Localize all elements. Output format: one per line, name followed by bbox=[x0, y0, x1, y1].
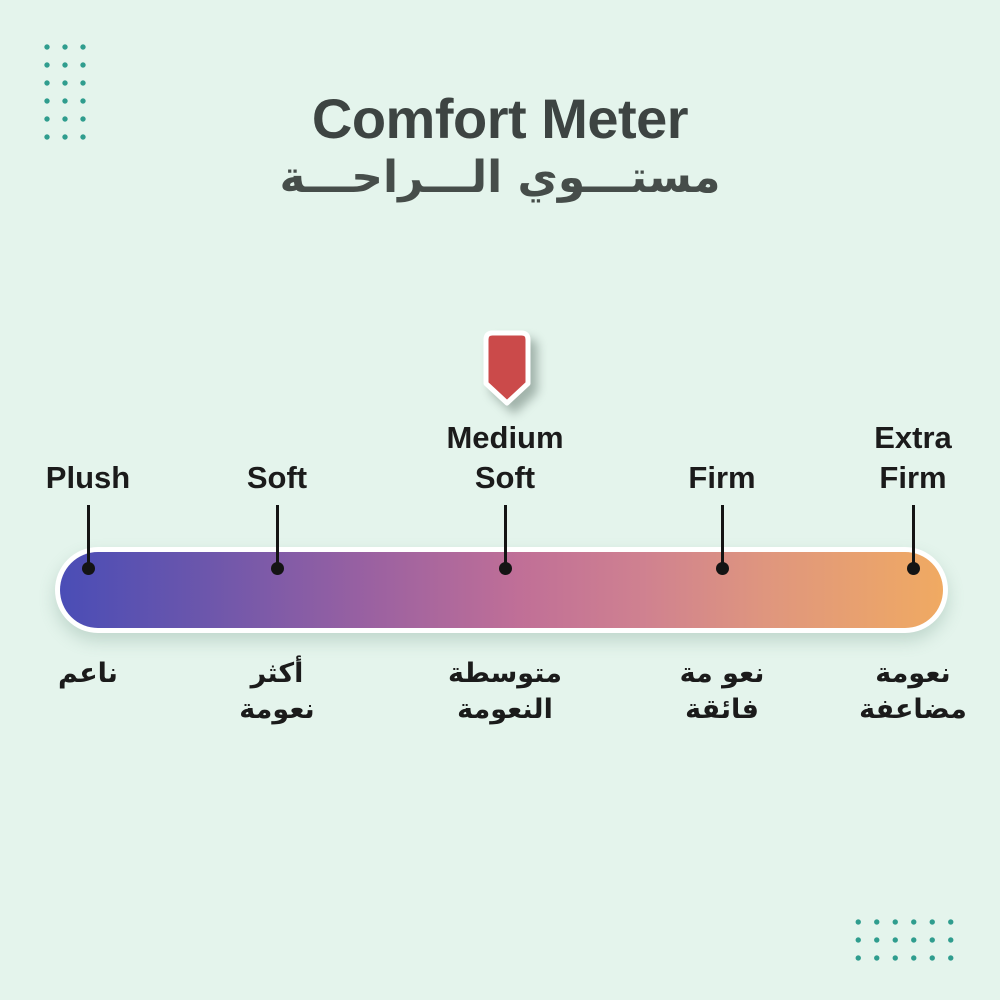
tick-line bbox=[275, 505, 279, 569]
tick-line bbox=[503, 505, 507, 569]
comfort-gradient-bar bbox=[55, 547, 948, 633]
scale-label-ar: نعو مة فائقة bbox=[679, 658, 765, 725]
page-subtitle-arabic: مستـــوي الـــراحـــة bbox=[279, 152, 721, 203]
scale-label-ar: أكثر نعومة bbox=[239, 658, 315, 725]
scale-label-ar: نعومة مضاعفة bbox=[859, 658, 967, 725]
scale-label-en: Soft bbox=[246, 460, 308, 495]
tick-dot bbox=[906, 562, 920, 575]
tick-dot bbox=[81, 562, 95, 575]
dot-grid-bottom-right bbox=[849, 913, 960, 967]
tick-line bbox=[720, 505, 724, 569]
shield-pin-icon bbox=[479, 328, 535, 408]
tick-line bbox=[86, 505, 90, 569]
scale-label-en: Extra Firm bbox=[874, 420, 952, 495]
dot-grid-top-left bbox=[38, 38, 92, 146]
tick-dot bbox=[270, 562, 284, 575]
scale-label-en: Medium Soft bbox=[446, 420, 564, 495]
scale-label-ar: ناعم bbox=[58, 658, 118, 689]
scale-label-en: Firm bbox=[688, 460, 756, 495]
page-title: Comfort Meter bbox=[311, 87, 689, 150]
scale-label-ar: متوسطة النعومة bbox=[448, 658, 562, 725]
tick-dot bbox=[498, 562, 512, 575]
tick-line bbox=[911, 505, 915, 569]
tick-dot bbox=[715, 562, 729, 575]
scale-label-en: Plush bbox=[45, 460, 131, 495]
